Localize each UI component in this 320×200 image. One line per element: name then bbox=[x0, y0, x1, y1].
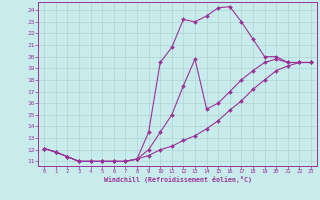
X-axis label: Windchill (Refroidissement éolien,°C): Windchill (Refroidissement éolien,°C) bbox=[104, 176, 252, 183]
